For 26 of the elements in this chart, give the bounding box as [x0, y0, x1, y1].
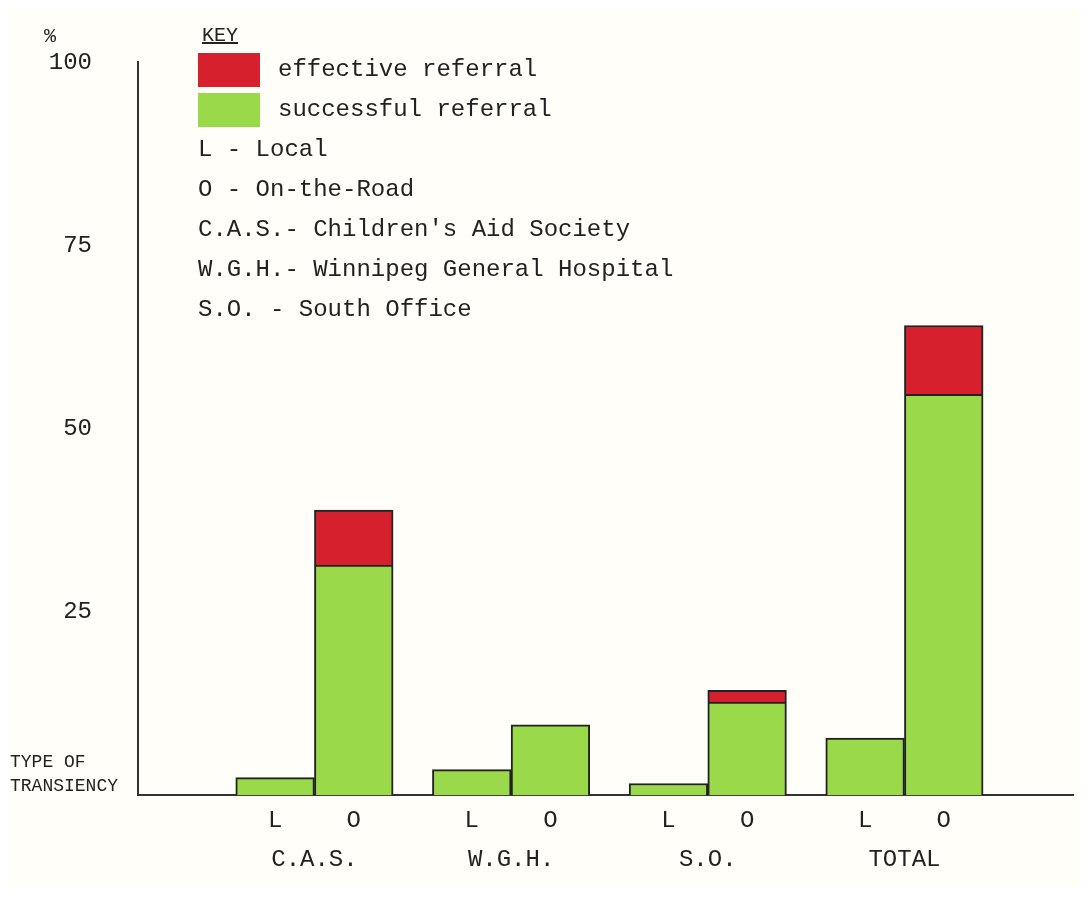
- text: W.G.H.: [467, 845, 555, 873]
- annotation: C.A.S.- Children's Aid Society: [198, 215, 632, 245]
- text: S.O.: [678, 845, 737, 873]
- x-tick-label: L: [857, 806, 873, 834]
- x-tick-label: O: [543, 806, 558, 834]
- y-tick-label: 75: [63, 231, 92, 259]
- y-tick-label: 50: [63, 415, 92, 443]
- annotation: W.G.H.- Winnipeg General Hospital: [198, 255, 674, 285]
- legend-label: effective referral: [278, 55, 538, 85]
- text: TOTAL: [868, 845, 941, 873]
- annotation: L - Local: [198, 135, 329, 165]
- x-tick-label: O: [346, 806, 361, 834]
- text: C.A.S.: [271, 845, 358, 873]
- x-tick-label: L: [464, 806, 479, 834]
- annotation: S.O. - South Office: [198, 295, 473, 325]
- legend-label: successful referral: [278, 95, 552, 125]
- y-tick-label: 25: [63, 598, 92, 626]
- y-tick-label: 100: [48, 48, 92, 76]
- legend-title: KEY: [201, 23, 239, 49]
- x-tick-label: O: [739, 806, 755, 834]
- annotation: O - On-the-Road: [198, 175, 416, 205]
- x-tick-label: O: [936, 806, 951, 834]
- x-axis-title: TYPE OF TRANSIENCY: [10, 751, 119, 796]
- x-tick-label: L: [267, 806, 283, 834]
- y-axis-title: %: [43, 24, 57, 48]
- x-tick-label: L: [661, 806, 676, 834]
